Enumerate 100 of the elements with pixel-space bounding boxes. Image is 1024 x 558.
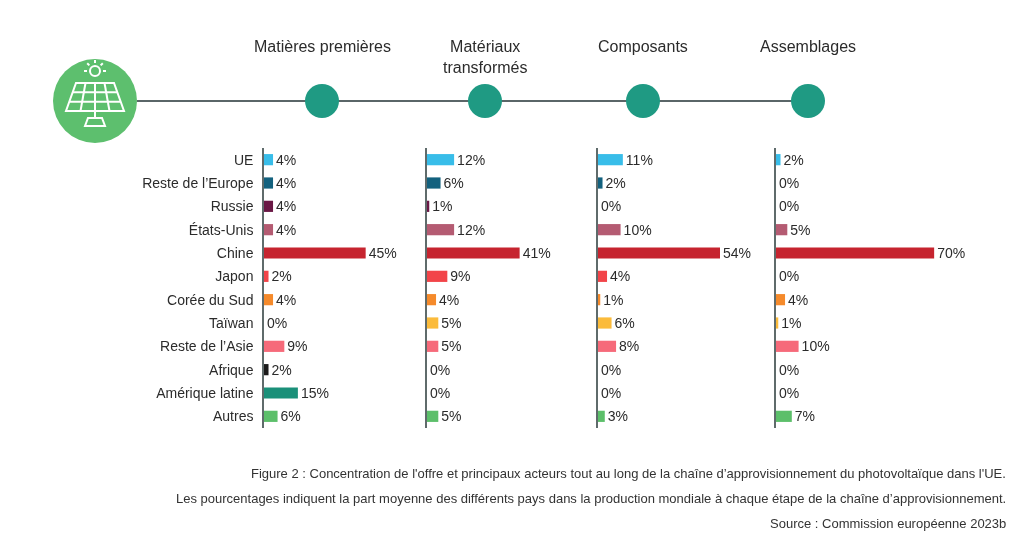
data-label: 4%: [276, 151, 297, 168]
data-label: 5%: [441, 315, 462, 331]
bar: [598, 340, 617, 352]
bar: [427, 224, 455, 236]
y-tick-label: Chine: [216, 244, 254, 261]
bar: [264, 364, 269, 376]
data-label: 54%: [723, 245, 752, 261]
bar: [776, 154, 781, 166]
bar: [598, 177, 603, 189]
bar: [776, 247, 935, 259]
y-tick-label: États-Unis: [188, 221, 254, 238]
data-label: 0%: [601, 361, 622, 378]
data-label: 2%: [271, 361, 292, 378]
bar: [427, 410, 439, 422]
bar: [598, 410, 605, 422]
data-label: 45%: [368, 245, 397, 261]
data-label: 0%: [779, 198, 800, 215]
y-tick-label: Reste de l’Europe: [142, 174, 254, 191]
data-label: 0%: [601, 198, 622, 215]
y-tick-label: Autres: [212, 408, 254, 425]
bar: [264, 154, 274, 166]
data-label: 0%: [779, 361, 800, 378]
data-label: 5%: [790, 221, 811, 238]
bar: [427, 247, 520, 259]
data-label: 3%: [607, 408, 629, 425]
data-label: 4%: [788, 291, 809, 308]
data-label: 2%: [605, 175, 626, 191]
data-label: 6%: [443, 175, 464, 191]
bar: [776, 340, 799, 352]
data-label: 9%: [450, 268, 471, 285]
y-tick-label: Afrique: [209, 361, 254, 378]
data-label: 0%: [430, 385, 451, 401]
data-label: 1%: [603, 291, 624, 308]
data-label: 2%: [783, 151, 804, 168]
data-label: 15%: [300, 385, 329, 401]
bar: [776, 294, 786, 306]
data-label: 5%: [441, 408, 462, 425]
data-label: 9%: [287, 338, 308, 355]
bar: [427, 154, 455, 166]
data-label: 0%: [267, 315, 288, 331]
data-label: 70%: [937, 245, 966, 261]
y-tick-label: Taïwan: [209, 314, 254, 331]
data-label: 11%: [625, 151, 653, 168]
data-label: 4%: [276, 198, 297, 215]
bar: [264, 247, 366, 259]
bar: [264, 340, 285, 352]
y-tick-label: UE: [234, 151, 254, 168]
data-label: 6%: [280, 408, 301, 425]
data-label: 0%: [779, 175, 800, 191]
data-label: 12%: [457, 151, 486, 168]
bar: [427, 270, 448, 282]
bar: [264, 224, 274, 236]
data-label: 8%: [619, 338, 640, 355]
y-tick-label: Amérique latine: [156, 384, 254, 401]
bar: [598, 154, 623, 166]
data-label: 10%: [801, 338, 830, 355]
bar: [598, 224, 621, 236]
chart-title: Matériaux transformés: [443, 38, 528, 76]
data-label: 5%: [441, 338, 462, 355]
data-label: 0%: [779, 385, 800, 401]
data-label: 1%: [432, 198, 453, 215]
bar: [264, 387, 298, 399]
bar: [264, 294, 274, 306]
data-label: 41%: [522, 245, 551, 261]
bar: [427, 317, 439, 329]
bar: [598, 247, 720, 259]
bar: [264, 177, 274, 189]
data-label: 0%: [601, 385, 622, 401]
bar: [427, 340, 439, 352]
chart-title: Composants: [598, 38, 688, 55]
bar: [264, 200, 274, 212]
y-tick-label: Japon: [215, 268, 254, 285]
data-label: 0%: [430, 361, 451, 378]
bar: [598, 270, 608, 282]
data-label: 4%: [276, 291, 297, 308]
source-note: Source : Commission européenne 2023b: [770, 516, 1007, 531]
bar: [776, 317, 779, 329]
bar: [264, 270, 269, 282]
data-label: 12%: [457, 221, 486, 238]
data-label: 7%: [794, 408, 816, 425]
chart-title: Assemblages: [760, 38, 857, 55]
data-label: 4%: [276, 175, 297, 191]
text: Les pourcentages indiquent la part moyenne des différents pays dans la production mondiale à chaque étape de la chaîne d’approvisionnement.: [176, 491, 1007, 506]
chart-title: Matières premières: [254, 38, 391, 55]
bar: [776, 224, 788, 236]
data-label: 4%: [439, 291, 460, 308]
caption: Figure 2 : Concentration de l'offre et principaux acteurs tout au long de la chaîne d’approvisionnement du photovoltaïque dans l'UE.: [251, 466, 1006, 481]
bar: [427, 294, 437, 306]
data-label: 6%: [614, 315, 635, 331]
data-label: 10%: [623, 221, 652, 238]
bar: [264, 410, 278, 422]
data-label: 0%: [779, 268, 800, 285]
bar: [598, 317, 612, 329]
data-label: 1%: [781, 315, 802, 331]
bar: [427, 177, 441, 189]
y-tick-label: Reste de l’Asie: [160, 338, 254, 355]
data-label: 2%: [271, 268, 292, 285]
data-label: 4%: [610, 268, 631, 285]
y-tick-label: Russie: [210, 198, 254, 215]
bar: [776, 410, 792, 422]
